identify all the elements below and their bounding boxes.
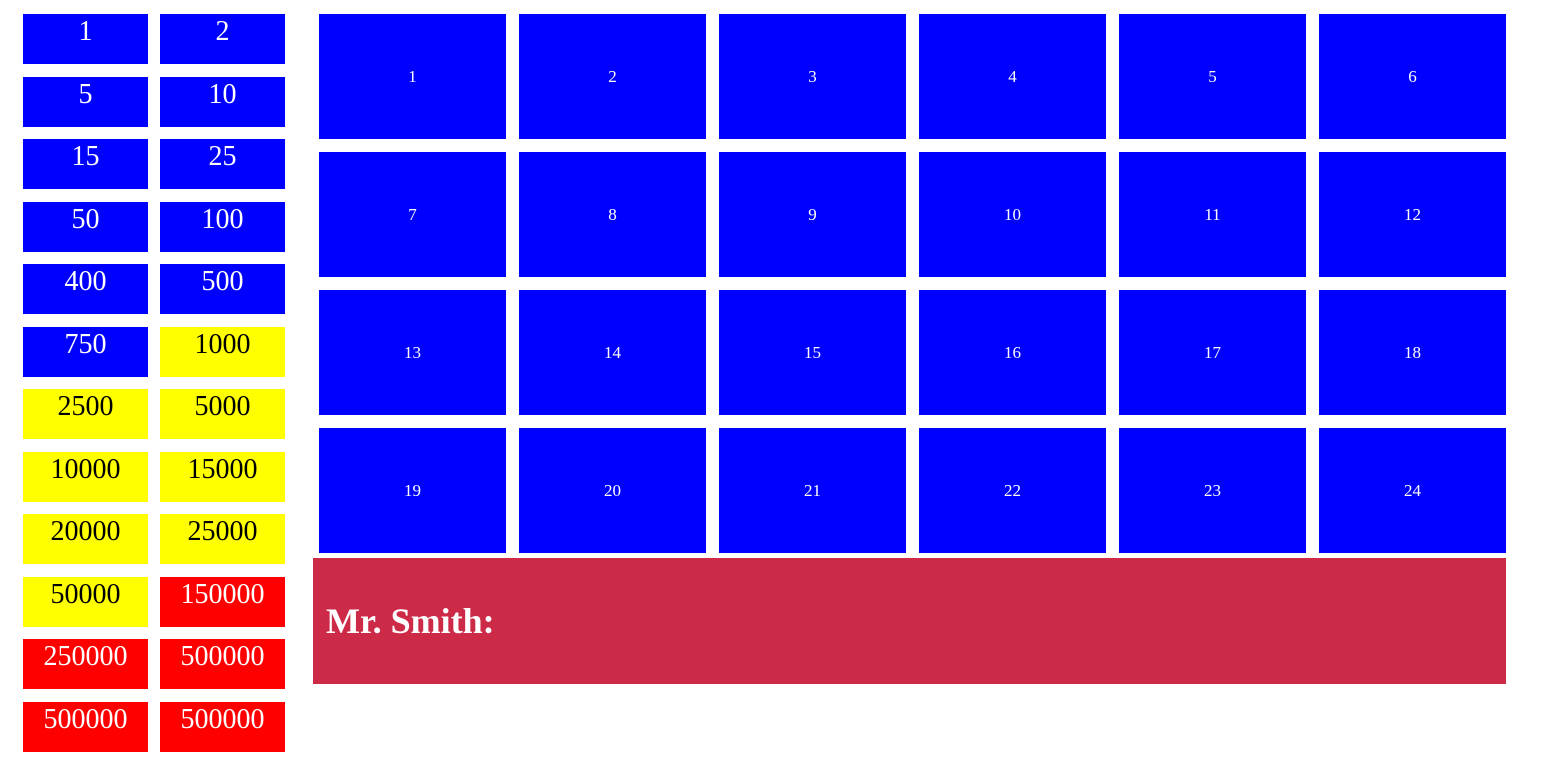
money-amount: 750	[23, 326, 148, 377]
money-amount: 150000	[160, 576, 285, 627]
briefcase-6[interactable]: 6	[1319, 14, 1506, 139]
money-amount: 500	[160, 264, 285, 314]
briefcase-3[interactable]: 3	[719, 14, 906, 139]
briefcase-20[interactable]: 20	[519, 428, 706, 553]
money-amount: 10	[160, 76, 285, 127]
money-amount: 2500	[23, 389, 148, 439]
money-amount: 1000	[160, 326, 285, 377]
briefcase-grid: 1 2 3 4 5 6 7 8 9 10 11 12 13 14 15 16 1…	[319, 14, 1506, 553]
briefcase-5[interactable]: 5	[1119, 14, 1306, 139]
briefcase-18[interactable]: 18	[1319, 290, 1506, 415]
money-amount: 15000	[160, 451, 285, 502]
briefcase-11[interactable]: 11	[1119, 152, 1306, 277]
message-text: Mr. Smith:	[326, 601, 495, 641]
briefcase-13[interactable]: 13	[319, 290, 506, 415]
briefcase-12[interactable]: 12	[1319, 152, 1506, 277]
money-amount: 50000	[23, 576, 148, 627]
money-amount: 500000	[160, 701, 285, 752]
message-panel: Mr. Smith:	[313, 558, 1506, 684]
briefcase-1[interactable]: 1	[319, 14, 506, 139]
money-amount: 20000	[23, 514, 148, 564]
briefcase-4[interactable]: 4	[919, 14, 1106, 139]
briefcase-2[interactable]: 2	[519, 14, 706, 139]
money-amount: 2	[160, 14, 285, 64]
briefcase-16[interactable]: 16	[919, 290, 1106, 415]
briefcase-14[interactable]: 14	[519, 290, 706, 415]
money-amount: 50	[23, 201, 148, 252]
money-amount: 5000	[160, 389, 285, 439]
money-amount: 15	[23, 139, 148, 189]
money-amount: 5	[23, 76, 148, 127]
briefcase-9[interactable]: 9	[719, 152, 906, 277]
money-amount: 500000	[23, 701, 148, 752]
money-amount: 400	[23, 264, 148, 314]
money-amount: 1	[23, 14, 148, 64]
briefcase-23[interactable]: 23	[1119, 428, 1306, 553]
money-amount: 25000	[160, 514, 285, 564]
briefcase-10[interactable]: 10	[919, 152, 1106, 277]
money-amount: 500000	[160, 639, 285, 689]
briefcase-15[interactable]: 15	[719, 290, 906, 415]
briefcase-8[interactable]: 8	[519, 152, 706, 277]
money-amount: 10000	[23, 451, 148, 502]
briefcase-7[interactable]: 7	[319, 152, 506, 277]
briefcase-19[interactable]: 19	[319, 428, 506, 553]
briefcase-17[interactable]: 17	[1119, 290, 1306, 415]
money-amount: 250000	[23, 639, 148, 689]
briefcase-21[interactable]: 21	[719, 428, 906, 553]
money-board: 1 2 5 10 15 25 50 100 400 500 750 1000 2…	[23, 14, 285, 752]
briefcase-22[interactable]: 22	[919, 428, 1106, 553]
briefcase-24[interactable]: 24	[1319, 428, 1506, 553]
money-amount: 25	[160, 139, 285, 189]
money-amount: 100	[160, 201, 285, 252]
